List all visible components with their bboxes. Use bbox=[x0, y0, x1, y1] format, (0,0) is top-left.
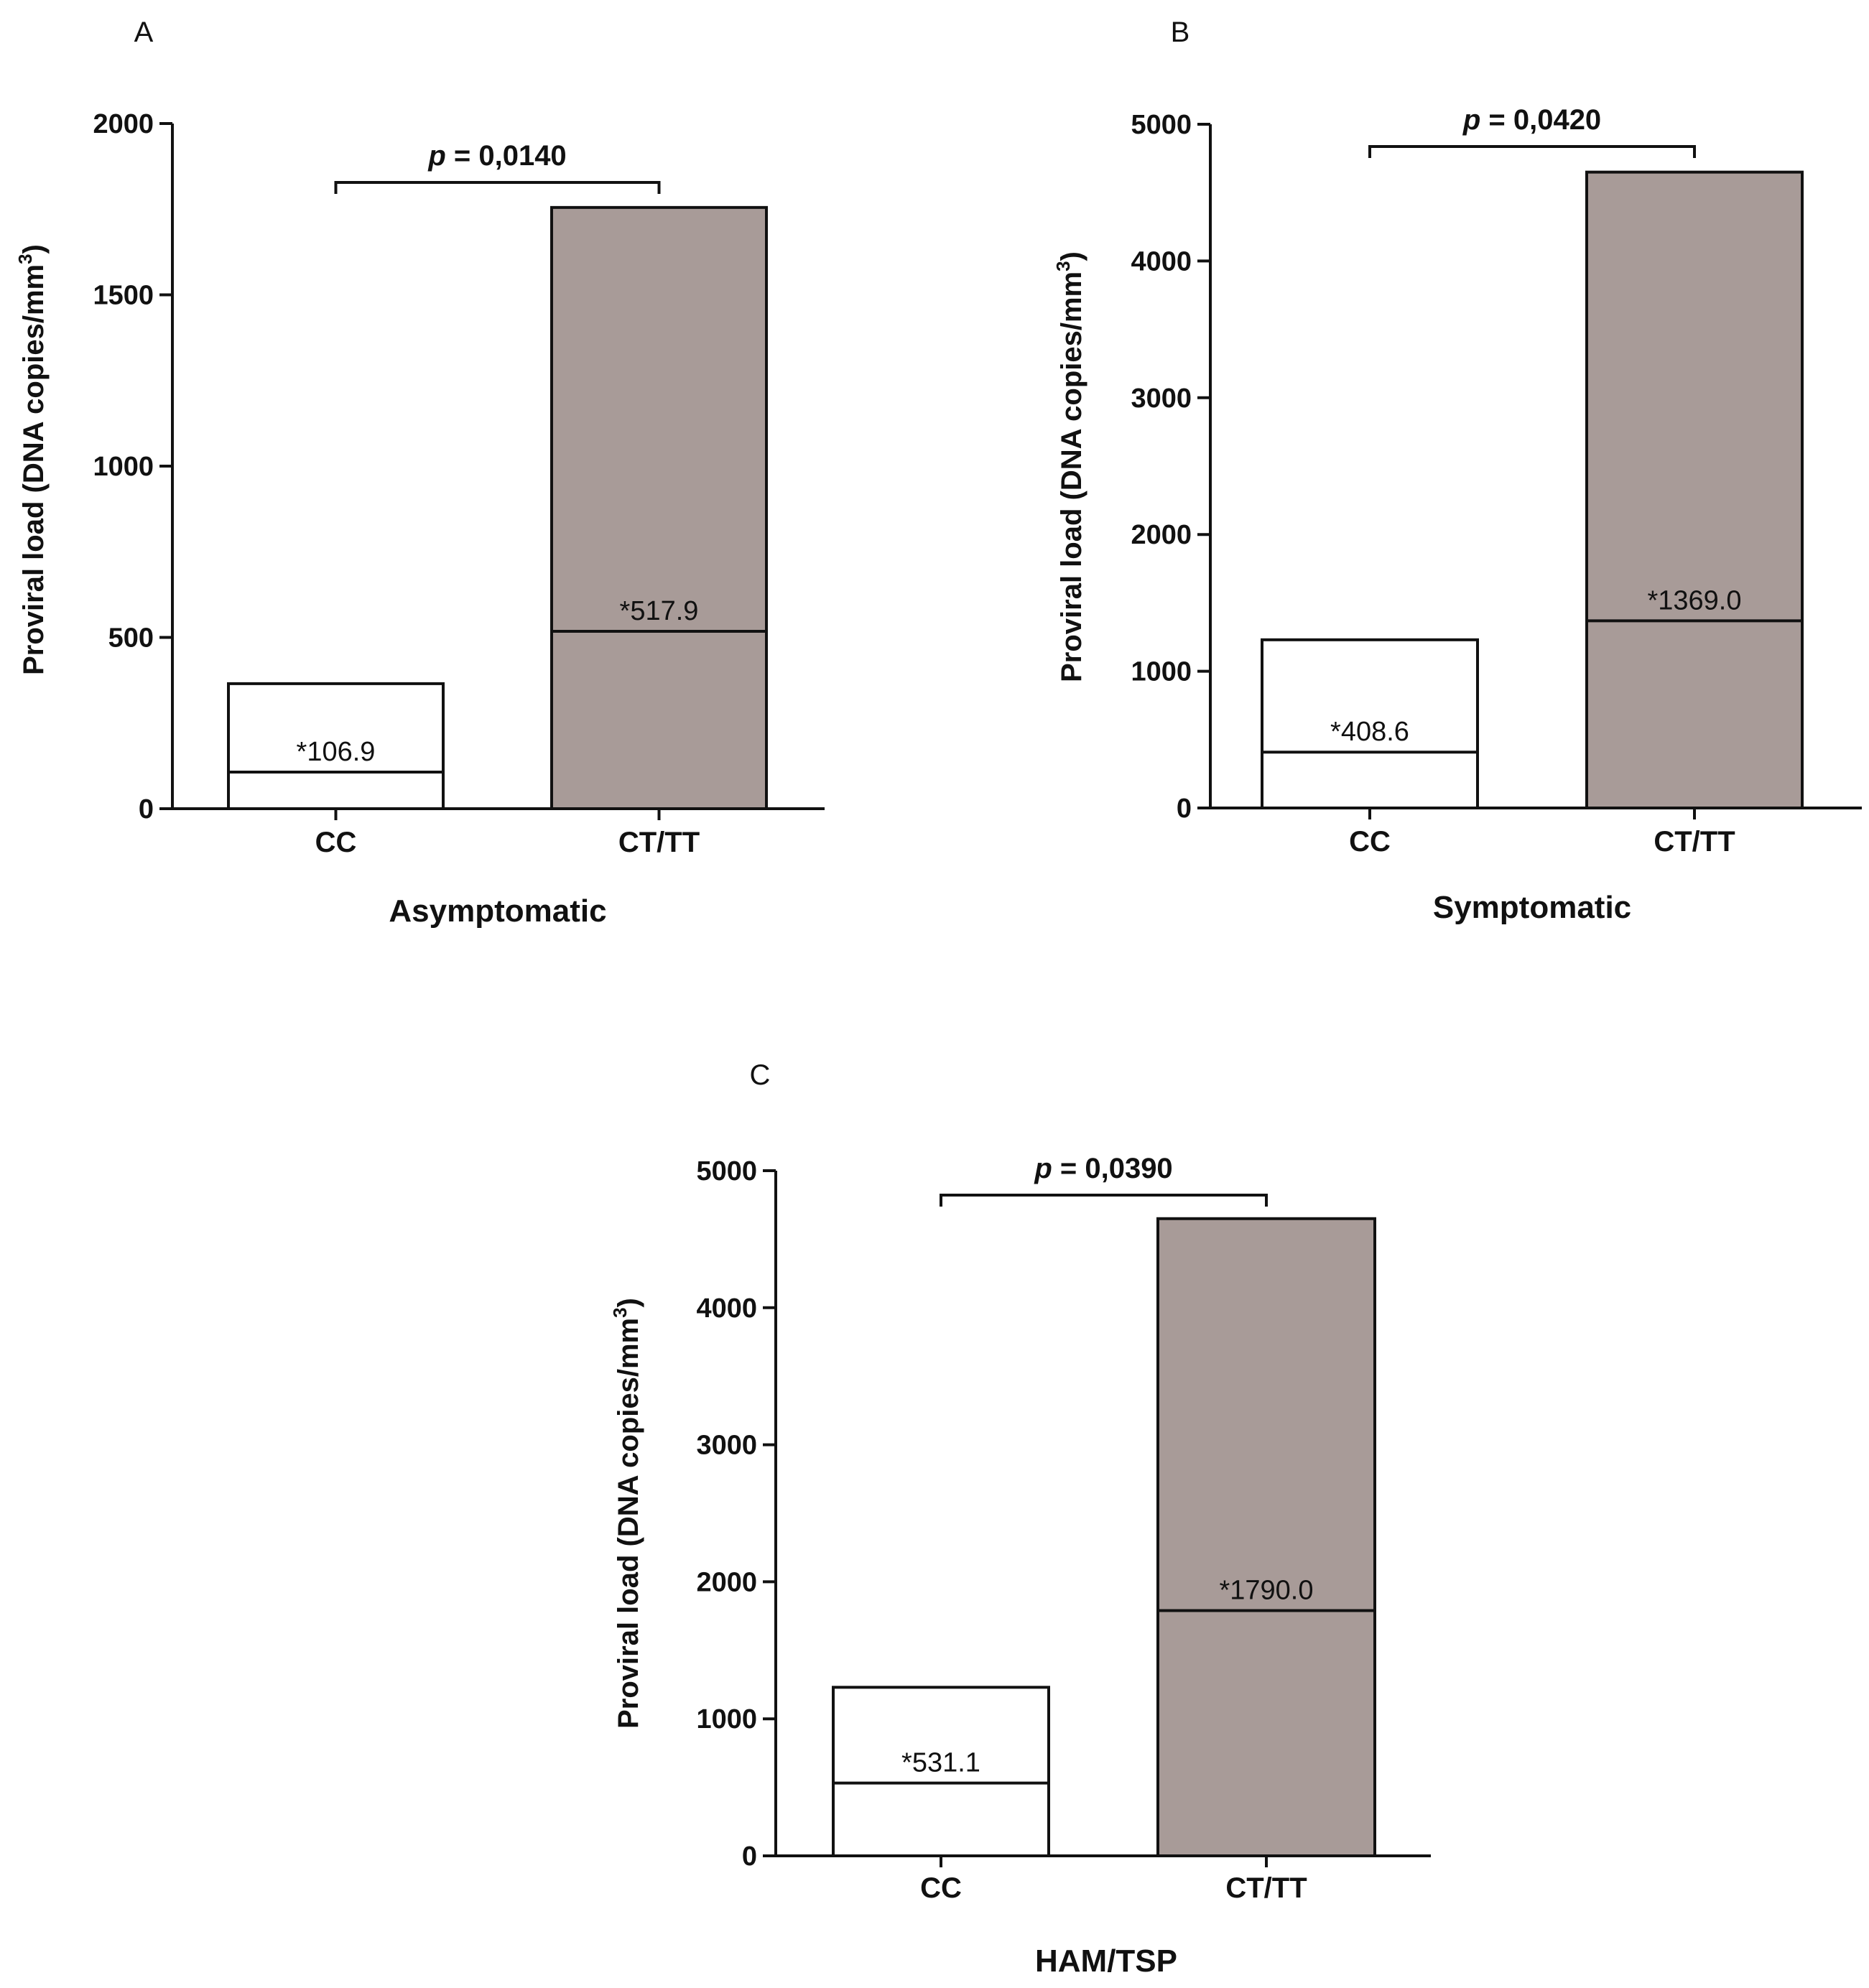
median-label: *106.9 bbox=[297, 737, 376, 767]
x-tick-label: CC bbox=[1349, 826, 1391, 858]
significance-bracket bbox=[1368, 145, 1696, 158]
y-tick-label: 0 bbox=[742, 1841, 757, 1872]
p-value-label: p = 0,0140 bbox=[427, 140, 566, 172]
bar-cc bbox=[832, 1686, 1050, 1857]
y-axis-title-close: ) bbox=[613, 1298, 644, 1307]
y-tick-label: 4000 bbox=[696, 1293, 757, 1324]
y-axis-title-text: Proviral load (DNA copies/mm bbox=[1056, 271, 1087, 682]
y-axis-title-superscript: 3 bbox=[1052, 261, 1074, 271]
x-axis-title: Symptomatic bbox=[1433, 890, 1631, 925]
y-tick-label: 3000 bbox=[696, 1431, 757, 1461]
significance-bracket bbox=[334, 181, 661, 194]
y-axis-title: Proviral load (DNA copies/mm3) bbox=[1052, 251, 1087, 682]
p-value-symbol: p bbox=[1034, 1153, 1052, 1184]
p-value-label: p = 0,0420 bbox=[1462, 104, 1601, 136]
bar-ct-tt bbox=[1156, 1217, 1376, 1857]
median-label: *1369.0 bbox=[1647, 585, 1741, 616]
chart-panel-b: B 0 1000 2000 3000 4000 5000 *408.6 CC *1369.0 CT/… bbox=[1052, 17, 1862, 925]
p-value-number: = 0,0140 bbox=[446, 140, 567, 172]
panel-letter: C bbox=[750, 1059, 771, 1091]
y-axis-title-superscript: 3 bbox=[14, 254, 36, 264]
y-tick-label: 0 bbox=[139, 794, 154, 825]
bar-ct-tt bbox=[1585, 170, 1804, 809]
chart-panel-a: A 0 500 1000 1500 2000 *106.9 CC *517.9 CT/TT p = … bbox=[14, 17, 825, 929]
y-tick-label: 5000 bbox=[1131, 110, 1192, 140]
median-label: *517.9 bbox=[620, 596, 699, 626]
y-tick-label: 2000 bbox=[1131, 520, 1192, 550]
y-axis-title-superscript: 3 bbox=[609, 1307, 631, 1317]
x-axis-title: HAM/TSP bbox=[1035, 1943, 1177, 1979]
y-tick-label: 1000 bbox=[93, 452, 154, 482]
y-tick-label: 500 bbox=[108, 623, 154, 654]
median-label: *408.6 bbox=[1330, 717, 1409, 747]
p-value-number: = 0,0390 bbox=[1052, 1153, 1173, 1184]
y-tick-label: 3000 bbox=[1131, 384, 1192, 414]
y-tick-label: 2000 bbox=[93, 109, 154, 139]
p-value-symbol: p bbox=[1462, 104, 1480, 136]
median-label: *1790.0 bbox=[1219, 1575, 1313, 1605]
y-tick-label: 0 bbox=[1177, 794, 1192, 824]
y-tick-label: 1000 bbox=[1131, 657, 1192, 687]
chart-panel-c: C 0 1000 2000 3000 4000 5000 *531.1 CC *1790.0 CT/… bbox=[609, 1059, 1431, 1979]
y-tick-label: 5000 bbox=[696, 1156, 757, 1186]
y-axis-title: Proviral load (DNA copies/mm3) bbox=[609, 1298, 644, 1729]
y-tick-label: 1000 bbox=[696, 1704, 757, 1734]
significance-bracket bbox=[940, 1194, 1268, 1207]
x-tick-label: CT/TT bbox=[1225, 1872, 1307, 1904]
x-axis-title: Asymptomatic bbox=[389, 893, 606, 929]
y-tick-label: 1500 bbox=[93, 281, 154, 311]
y-tick-label: 4000 bbox=[1131, 246, 1192, 277]
y-axis-title: Proviral load (DNA copies/mm3) bbox=[14, 244, 50, 675]
y-axis-title-text: Proviral load (DNA copies/mm bbox=[18, 264, 50, 675]
p-value-symbol: p bbox=[427, 140, 445, 172]
y-tick-label: 2000 bbox=[696, 1567, 757, 1597]
panel-letter: A bbox=[134, 17, 154, 48]
y-axis-title-text: Proviral load (DNA copies/mm bbox=[613, 1318, 644, 1729]
p-value-label: p = 0,0390 bbox=[1034, 1153, 1172, 1184]
x-tick-label: CC bbox=[920, 1872, 962, 1904]
bar-cc bbox=[1261, 638, 1479, 809]
panel-letter: B bbox=[1171, 17, 1190, 48]
x-tick-label: CT/TT bbox=[618, 827, 700, 858]
y-axis-title-close: ) bbox=[18, 244, 50, 254]
median-label: *531.1 bbox=[901, 1748, 980, 1778]
x-tick-label: CC bbox=[315, 827, 357, 858]
x-tick-label: CT/TT bbox=[1654, 826, 1735, 858]
p-value-number: = 0,0420 bbox=[1480, 104, 1601, 136]
y-axis-title-close: ) bbox=[1056, 251, 1087, 261]
bar-ct-tt bbox=[550, 205, 768, 810]
